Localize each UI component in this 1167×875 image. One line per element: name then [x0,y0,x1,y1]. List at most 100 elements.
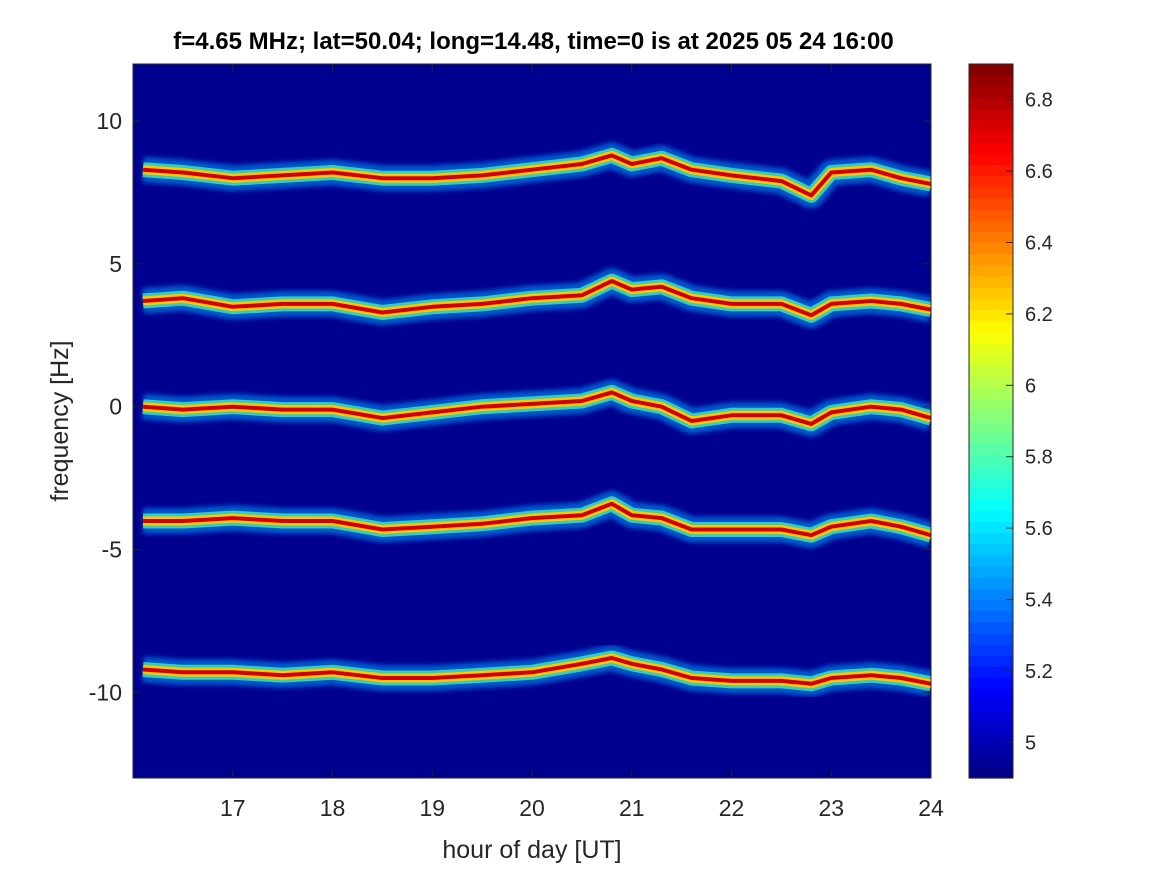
colorbar-swatch [969,688,1013,701]
colorbar-swatch [969,387,1013,400]
colorbar-swatch [969,744,1013,757]
colorbar-swatch [969,287,1013,299]
colorbar-swatch [969,621,1013,634]
colorbar-swatch [969,119,1013,132]
colorbar-swatch [969,342,1013,355]
colorbar-swatch [969,766,1013,779]
colorbar-swatch [969,264,1013,277]
spectral-trace-2 [142,268,931,329]
colorbar-swatch [969,632,1013,645]
colorbar-swatch [969,320,1013,333]
x-axis-label: hour of day [UT] [442,836,621,864]
spectral-trace-4 [143,490,931,549]
colorbar-swatch [969,521,1013,534]
colorbar-swatch [969,554,1013,567]
y-tick-label: -5 [102,537,122,563]
x-tick-label: 23 [818,795,844,821]
colorbar-swatch [969,644,1013,656]
colorbar-swatch [969,755,1013,768]
colorbar-tick-label: 6.4 [1025,233,1053,255]
spectral-trace-1 [142,142,931,209]
colorbar-swatch [969,476,1013,489]
y-tick-label: 0 [109,394,122,420]
colorbar-swatch [969,487,1013,500]
colorbar-swatch [969,376,1013,389]
colorbar-swatch [969,588,1013,601]
x-tick-label: 22 [719,795,745,821]
colorbar-swatch [969,365,1013,377]
colorbar-tick-label: 6.2 [1025,304,1053,326]
colorbar-tick-label: 5.2 [1025,661,1053,683]
colorbar-tick-label: 5.8 [1025,447,1053,469]
colorbar-swatch [969,398,1013,411]
colorbar-swatch [969,666,1013,679]
colorbar-swatch [969,465,1013,478]
x-tick-label: 24 [918,795,944,821]
colorbar-swatch [969,499,1013,511]
y-tick-label: 5 [109,251,122,277]
x-tick-label: 18 [320,795,346,821]
colorbar-swatch [969,566,1013,578]
colorbar-swatch [969,655,1013,668]
colorbar-tick-label: 5 [1025,732,1036,754]
colorbar-swatch [969,510,1013,523]
colorbar-swatch [969,97,1013,110]
colorbar-swatch [969,242,1013,255]
colorbar-swatch [969,432,1013,444]
colorbar-swatch [969,699,1013,712]
colorbar-swatch [969,164,1013,177]
colorbar-swatch [969,142,1013,154]
colorbar-swatch [969,175,1013,188]
chart-title: f=4.65 MHz; lat=50.04; long=14.48, time=… [173,28,894,55]
colorbar-tick-label: 6.6 [1025,161,1053,183]
colorbar-tick-label: 6.8 [1025,90,1053,112]
x-tick-label: 19 [419,795,445,821]
colorbar-swatch [969,454,1013,467]
x-tick-label: 20 [519,795,545,821]
x-tick-label: 17 [220,795,246,821]
colorbar-swatch [969,197,1013,210]
colorbar-swatch [969,220,1013,232]
colorbar-tick-label: 5.4 [1025,590,1053,612]
colorbar-tick-label: 6 [1025,375,1036,397]
colorbar-swatch [969,722,1013,734]
trace-core [142,656,931,686]
colorbar-swatch [969,409,1013,422]
colorbar-swatch [969,186,1013,199]
spectral-trace-5 [142,645,931,697]
trace-core [142,279,931,318]
colorbar-swatch [969,543,1013,556]
colorbar-swatch [969,677,1013,690]
colorbar-tick-label: 5.6 [1025,518,1053,540]
y-tick-label: 10 [96,108,122,134]
y-axis-label: frequency [Hz] [46,340,74,501]
colorbar-swatch [969,610,1013,623]
colorbar-swatch [969,209,1013,221]
trace-core [142,390,931,426]
colorbar-swatch [969,153,1013,166]
colorbar-swatch [969,309,1013,322]
colorbar-swatch [969,253,1013,266]
colorbar-swatch [969,532,1013,545]
x-tick-label: 21 [619,795,645,821]
colorbar-swatch [969,443,1013,456]
colorbar-swatch [969,298,1013,311]
colorbar-swatch [969,86,1013,99]
colorbar-swatch [969,108,1013,121]
colorbar-swatch [969,577,1013,589]
spectral-trace-3 [142,379,931,437]
colorbar-swatch [969,231,1013,244]
colorbar-swatch [969,64,1013,76]
colorbar-frame [968,63,1014,779]
trace-core [142,153,931,198]
y-tick-label: -10 [89,679,122,705]
trace-core [143,501,931,538]
colorbar-swatch [969,354,1013,366]
colorbar-swatch [969,331,1013,344]
colorbar-swatch [969,75,1013,87]
colorbar-swatch [969,130,1013,143]
colorbar [969,64,1013,779]
colorbar-swatch [969,275,1013,288]
colorbar-swatch [969,733,1013,746]
